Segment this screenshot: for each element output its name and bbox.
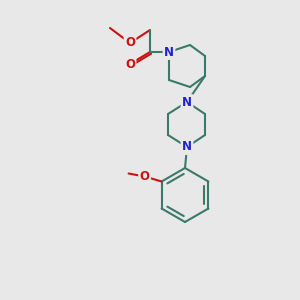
Text: O: O — [140, 170, 150, 183]
Text: O: O — [125, 37, 135, 50]
Text: N: N — [182, 95, 192, 109]
Text: N: N — [182, 140, 192, 154]
Text: O: O — [125, 58, 135, 70]
Text: N: N — [164, 46, 174, 59]
